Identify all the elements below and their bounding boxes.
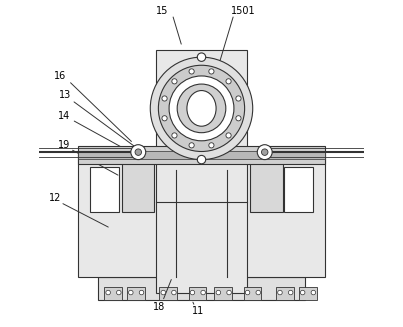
- Circle shape: [135, 149, 141, 155]
- Circle shape: [129, 290, 133, 295]
- Bar: [299, 287, 317, 300]
- Circle shape: [106, 290, 110, 295]
- Circle shape: [139, 290, 144, 295]
- Circle shape: [278, 290, 282, 295]
- Circle shape: [311, 290, 316, 295]
- Text: 13: 13: [59, 90, 71, 100]
- Bar: [127, 287, 145, 300]
- Circle shape: [131, 145, 146, 160]
- Circle shape: [209, 69, 214, 74]
- Circle shape: [289, 290, 293, 295]
- Circle shape: [197, 155, 206, 164]
- Circle shape: [172, 290, 176, 295]
- Circle shape: [245, 290, 250, 295]
- Circle shape: [150, 57, 253, 160]
- Ellipse shape: [187, 91, 216, 126]
- Bar: [189, 287, 206, 300]
- Circle shape: [189, 69, 194, 74]
- Text: 16: 16: [54, 71, 66, 81]
- Circle shape: [256, 290, 260, 295]
- Bar: [104, 287, 122, 300]
- Circle shape: [177, 84, 226, 133]
- Circle shape: [116, 290, 121, 295]
- Circle shape: [226, 133, 231, 138]
- Circle shape: [172, 133, 177, 138]
- Circle shape: [162, 116, 167, 121]
- Bar: [78, 150, 325, 159]
- Circle shape: [197, 53, 206, 61]
- Circle shape: [161, 290, 166, 295]
- Text: 14: 14: [58, 111, 70, 121]
- Circle shape: [209, 143, 214, 148]
- Bar: [122, 157, 154, 212]
- Circle shape: [257, 145, 272, 160]
- Circle shape: [162, 96, 167, 101]
- Text: 11: 11: [192, 306, 204, 316]
- Bar: [214, 287, 232, 300]
- Bar: [276, 287, 294, 300]
- Circle shape: [201, 290, 206, 295]
- Circle shape: [236, 116, 241, 121]
- Circle shape: [169, 76, 234, 141]
- Bar: [156, 50, 247, 293]
- Text: 19: 19: [58, 140, 70, 150]
- Circle shape: [216, 290, 220, 295]
- Text: 12: 12: [49, 193, 61, 203]
- Circle shape: [158, 65, 245, 151]
- Bar: [250, 157, 283, 212]
- Circle shape: [300, 290, 305, 295]
- Bar: [89, 167, 119, 212]
- Bar: [244, 287, 262, 300]
- Circle shape: [226, 79, 231, 84]
- Circle shape: [190, 290, 195, 295]
- Bar: [98, 277, 305, 300]
- Circle shape: [262, 149, 268, 155]
- Circle shape: [236, 96, 241, 101]
- Circle shape: [189, 143, 194, 148]
- Bar: [214, 154, 325, 277]
- Circle shape: [227, 290, 231, 295]
- Bar: [159, 287, 177, 300]
- Text: 18: 18: [153, 302, 166, 312]
- Bar: [284, 167, 314, 212]
- Circle shape: [172, 79, 177, 84]
- Text: 15: 15: [156, 6, 169, 16]
- Bar: [78, 154, 189, 277]
- Text: 1501: 1501: [231, 6, 256, 16]
- Bar: [78, 146, 325, 164]
